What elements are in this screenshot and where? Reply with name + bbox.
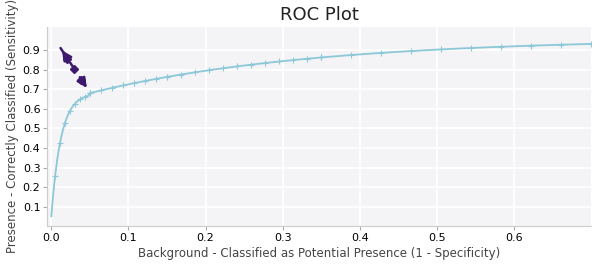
X-axis label: Background - Classified as Potential Presence (1 - Specificity): Background - Classified as Potential Pre…	[139, 247, 500, 260]
Title: ROC Plot: ROC Plot	[280, 6, 359, 24]
Y-axis label: Presence - Correctly Classified (Sensitivity): Presence - Correctly Classified (Sensiti…	[5, 0, 19, 253]
